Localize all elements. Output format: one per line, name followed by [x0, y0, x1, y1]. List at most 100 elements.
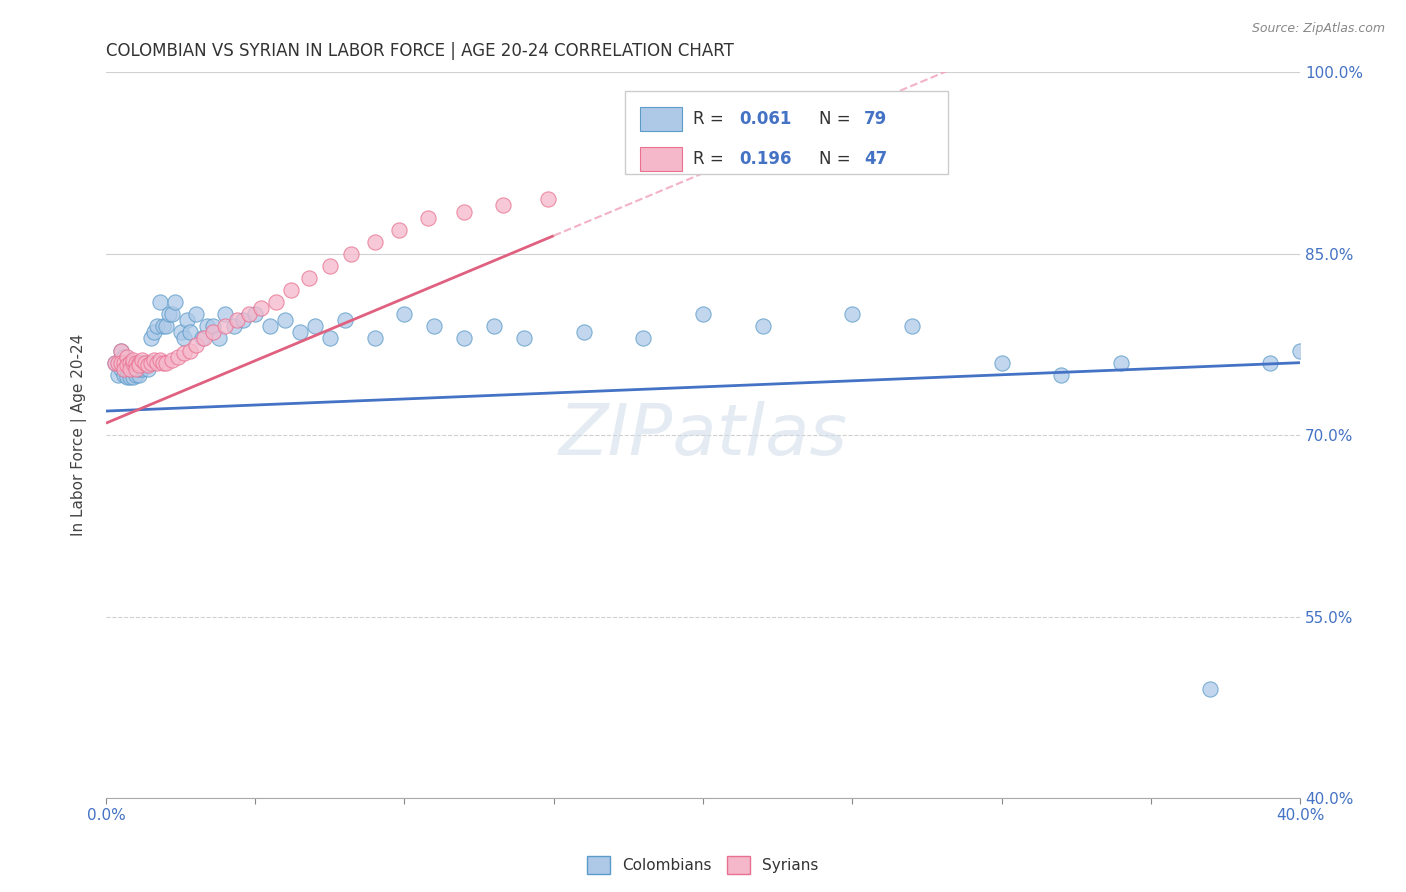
Point: [104, 356, 127, 370]
Point: [990, 356, 1012, 370]
Point: [298, 271, 321, 285]
Point: [1050, 368, 1073, 382]
Point: [128, 358, 150, 372]
Point: [453, 331, 475, 345]
Point: [104, 356, 127, 370]
Point: [125, 368, 148, 382]
Point: [238, 307, 260, 321]
Point: [245, 307, 267, 321]
Point: [363, 235, 385, 249]
Point: [160, 307, 183, 321]
Point: [179, 343, 201, 358]
Point: [134, 356, 156, 370]
Point: [160, 353, 183, 368]
Point: [131, 361, 153, 376]
Point: [214, 307, 236, 321]
Point: [197, 319, 219, 334]
Point: [173, 346, 195, 360]
Point: [121, 356, 143, 370]
Point: [176, 313, 198, 327]
Point: [118, 361, 141, 376]
Point: [387, 222, 409, 236]
Text: Source: ZipAtlas.com: Source: ZipAtlas.com: [1251, 22, 1385, 36]
Point: [121, 361, 143, 376]
Point: [128, 356, 150, 370]
Point: [214, 319, 236, 334]
Point: [128, 368, 150, 382]
Point: [136, 361, 159, 376]
FancyBboxPatch shape: [626, 91, 948, 174]
Point: [118, 356, 141, 370]
Point: [136, 358, 159, 372]
Point: [184, 337, 207, 351]
Point: [193, 331, 215, 345]
Point: [107, 356, 129, 370]
Point: [1199, 682, 1222, 697]
Text: COLOMBIAN VS SYRIAN IN LABOR FORCE | AGE 20-24 CORRELATION CHART: COLOMBIAN VS SYRIAN IN LABOR FORCE | AGE…: [105, 42, 734, 60]
Point: [149, 295, 172, 310]
Point: [112, 356, 135, 370]
Point: [139, 356, 162, 370]
Point: [125, 356, 148, 370]
Point: [112, 368, 135, 382]
Point: [184, 307, 207, 321]
Point: [112, 356, 135, 370]
Point: [131, 356, 153, 370]
Point: [110, 356, 132, 370]
Point: [208, 331, 231, 345]
Point: [110, 343, 132, 358]
Point: [152, 356, 174, 370]
Point: [226, 313, 249, 327]
Text: ZIPatlas: ZIPatlas: [558, 401, 848, 470]
Point: [115, 358, 138, 372]
FancyBboxPatch shape: [640, 107, 682, 130]
Point: [423, 319, 446, 334]
Point: [418, 211, 440, 225]
Point: [319, 259, 342, 273]
Text: R =: R =: [693, 110, 730, 128]
Point: [901, 319, 924, 334]
Point: [1258, 356, 1281, 370]
Point: [394, 307, 416, 321]
Point: [692, 307, 714, 321]
Point: [202, 319, 225, 334]
Point: [232, 313, 254, 327]
Text: N =: N =: [818, 110, 856, 128]
Point: [274, 313, 297, 327]
Point: [492, 198, 515, 212]
Point: [166, 350, 188, 364]
Point: [169, 326, 191, 340]
Point: [110, 343, 132, 358]
Point: [115, 370, 138, 384]
Point: [841, 307, 863, 321]
Point: [110, 361, 132, 376]
Point: [118, 356, 141, 370]
Point: [163, 295, 186, 310]
Point: [125, 358, 148, 372]
Point: [128, 356, 150, 370]
Point: [152, 319, 174, 334]
Point: [110, 356, 132, 370]
Point: [633, 331, 655, 345]
Y-axis label: In Labor Force | Age 20-24: In Labor Force | Age 20-24: [72, 334, 87, 536]
Point: [136, 356, 159, 370]
Point: [339, 247, 361, 261]
Point: [155, 319, 177, 334]
Legend: Colombians, Syrians: Colombians, Syrians: [581, 850, 825, 880]
Point: [264, 295, 287, 310]
Point: [125, 356, 148, 370]
Point: [149, 353, 172, 368]
Point: [179, 326, 201, 340]
Point: [1109, 356, 1132, 370]
Point: [155, 356, 177, 370]
Point: [202, 326, 225, 340]
Point: [751, 319, 773, 334]
Point: [224, 319, 246, 334]
Point: [115, 361, 138, 376]
Point: [537, 193, 560, 207]
Point: [115, 358, 138, 372]
Point: [142, 353, 165, 368]
Point: [139, 331, 162, 345]
Point: [134, 356, 156, 370]
Point: [259, 319, 281, 334]
